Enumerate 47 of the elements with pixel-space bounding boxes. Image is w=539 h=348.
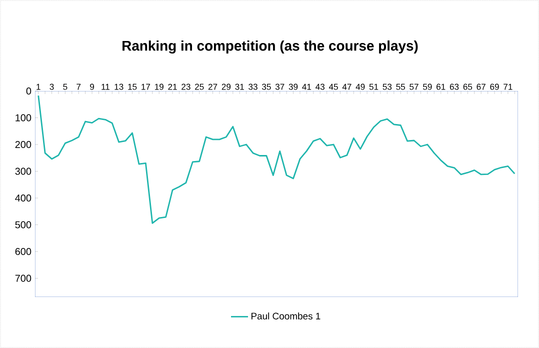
- x-tick-label: 39: [288, 84, 298, 90]
- line-series: [38, 94, 516, 224]
- x-tick-label: 55: [396, 84, 406, 90]
- x-tick-label: 59: [423, 84, 432, 90]
- x-tick-label: 11: [102, 84, 110, 90]
- legend-label: Paul Coombes 1: [252, 312, 320, 320]
- x-tick-label: 47: [342, 84, 352, 90]
- x-tick-label: 7: [76, 84, 81, 90]
- x-tick-label: 45: [328, 84, 338, 90]
- y-tick-label: 500: [15, 221, 32, 228]
- x-tick-label: 65: [463, 84, 472, 90]
- x-tick-label: 35: [262, 84, 271, 90]
- x-tick-label: 9: [90, 84, 94, 90]
- x-tick-label: 23: [182, 84, 190, 90]
- x-tick-label: 53: [382, 84, 392, 90]
- x-tick-label: 25: [195, 84, 204, 90]
- x-tick-label: 17: [142, 84, 150, 90]
- y-tick-label: 100: [16, 114, 32, 122]
- x-tick-label: 3: [50, 84, 54, 90]
- x-tick-label: 13: [114, 84, 124, 90]
- x-tick-label: 29: [222, 84, 231, 90]
- x-tick-label: 27: [208, 84, 218, 90]
- x-tick-label: 31: [235, 84, 244, 90]
- x-tick-label: 49: [356, 84, 365, 90]
- x-tick-label: 41: [302, 84, 312, 90]
- x-tick-label: 37: [275, 84, 284, 90]
- x-tick-label: 71: [504, 84, 512, 90]
- y-tick-label: 300: [15, 168, 32, 175]
- x-tick-label: 67: [476, 84, 486, 90]
- y-tick-label: 400: [15, 194, 32, 202]
- y-tick-label: 600: [15, 248, 32, 256]
- chart-title: Ranking in competition (as the course plays): [122, 40, 418, 54]
- x-tick-label: 21: [168, 84, 177, 90]
- x-tick-label: 1: [36, 84, 40, 90]
- x-tick-label: 63: [450, 84, 459, 90]
- x-tick-label: 51: [369, 84, 378, 90]
- x-tick-label: 19: [155, 84, 164, 90]
- x-tick-label: 69: [490, 84, 499, 90]
- y-tick-label: 700: [15, 274, 32, 282]
- x-tick-label: 15: [128, 84, 137, 90]
- x-tick-label: 43: [316, 84, 324, 90]
- y-tick-label: 200: [15, 140, 32, 148]
- y-tick-label: 0: [26, 87, 32, 95]
- x-tick-label: 5: [63, 84, 68, 90]
- x-tick-label: 61: [436, 84, 446, 90]
- x-tick-label: 33: [248, 84, 258, 90]
- x-tick-label: 57: [410, 84, 418, 90]
